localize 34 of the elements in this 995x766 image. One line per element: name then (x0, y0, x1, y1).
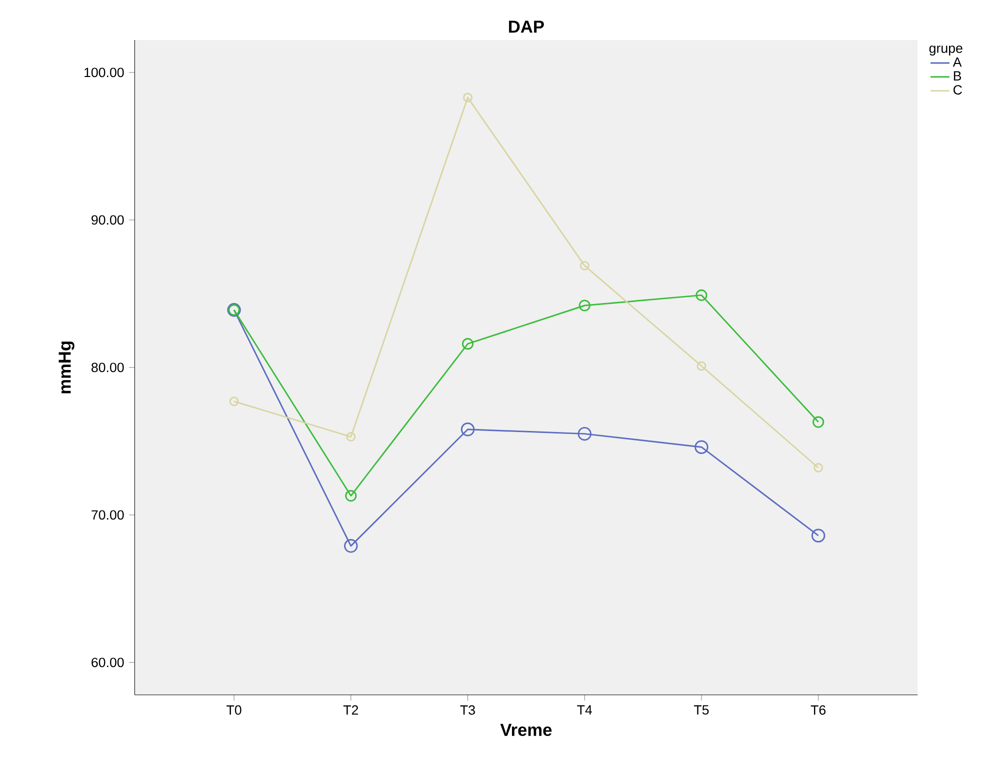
point (696, 289, 708, 301)
point (463, 92, 472, 102)
point (811, 528, 826, 542)
y-tick-label: 90.00 (92, 215, 124, 225)
legend-label: A (952, 57, 962, 66)
legend-label: B (954, 71, 962, 80)
legend-title: grupe (929, 45, 962, 56)
point (346, 432, 356, 442)
point (229, 396, 239, 406)
x-tick-label: T3 (460, 705, 475, 715)
x-tick-label: T4 (577, 705, 592, 714)
point (814, 462, 824, 472)
x-tick-label: T2 (343, 705, 358, 714)
point (580, 260, 590, 270)
point (345, 490, 357, 502)
chart-title: DAP (509, 20, 544, 32)
point (460, 422, 475, 436)
x-tick-label: T5 (694, 705, 709, 714)
x-axis-title: Vreme (500, 724, 552, 736)
x-tick-label: T6 (810, 705, 826, 715)
point (696, 361, 706, 371)
point (812, 416, 824, 428)
y-tick-label: 60.00 (92, 658, 124, 668)
point (344, 538, 358, 553)
x-tick-label: T0 (226, 705, 242, 715)
point (694, 440, 708, 454)
y-tick-label: 80.00 (92, 362, 124, 372)
y-tick-label: 70.00 (92, 510, 124, 520)
point (462, 338, 474, 350)
y-axis-title: mmHg (58, 342, 74, 394)
y-tick-label: 100.00 (84, 68, 124, 78)
legend-label: C (954, 85, 962, 94)
point (578, 426, 592, 441)
point (578, 300, 590, 312)
